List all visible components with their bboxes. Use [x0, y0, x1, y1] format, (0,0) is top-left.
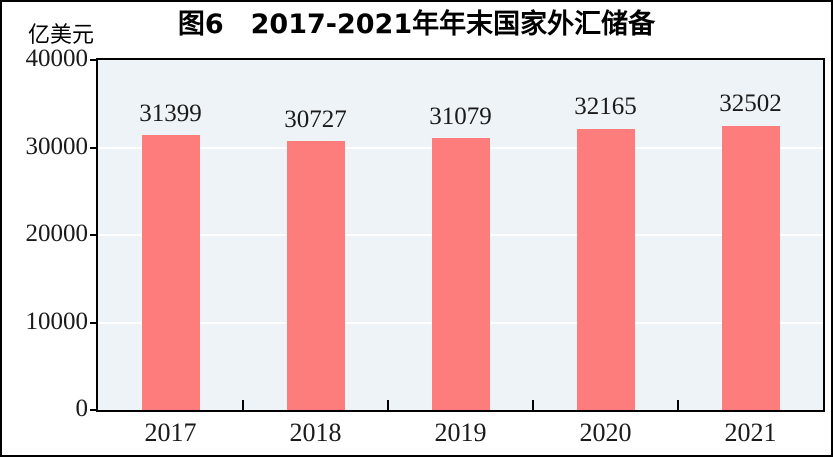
y-axis-tick — [90, 234, 98, 236]
x-axis-tick-label: 2019 — [434, 418, 487, 447]
x-axis-tick — [677, 400, 679, 410]
y-axis-tick — [90, 59, 98, 61]
y-axis-tick — [90, 409, 98, 411]
bar-value-label: 30727 — [284, 105, 347, 133]
x-axis-tick-label: 2020 — [579, 418, 632, 447]
y-axis-tick-label: 10000 — [25, 307, 89, 335]
x-axis-tick-label: 2018 — [289, 418, 342, 447]
x-axis-tick-label: 2021 — [724, 418, 777, 447]
bar-value-label: 32502 — [719, 90, 782, 118]
y-axis-tick-label: 0 — [75, 395, 89, 422]
bar-2021 — [721, 125, 780, 410]
bar-2020 — [576, 128, 635, 410]
x-axis-tick — [387, 400, 389, 410]
x-axis-tick — [532, 400, 534, 410]
y-axis-tick-label: 30000 — [25, 132, 89, 160]
y-axis-tick-label: 20000 — [25, 220, 89, 247]
bar-2017 — [141, 135, 200, 410]
chart-title: 图6 2017-2021年年末国家外汇储备 — [177, 9, 656, 40]
y-axis-unit-label: 亿美元 — [28, 22, 95, 47]
x-axis-tick — [242, 400, 244, 410]
bar-2019 — [431, 138, 490, 410]
y-axis-tick — [90, 321, 98, 324]
bar-2018 — [286, 141, 345, 410]
y-axis-tick-label: 40000 — [25, 45, 89, 72]
bar-value-label: 31079 — [429, 102, 492, 130]
y-axis-tick — [90, 146, 98, 149]
plot-area: 31399 30727 31079 32165 32502 — [96, 58, 825, 412]
x-axis-tick-label: 2017 — [144, 418, 197, 447]
bar-value-label: 31399 — [139, 99, 202, 127]
bar-value-label: 32165 — [574, 93, 637, 121]
